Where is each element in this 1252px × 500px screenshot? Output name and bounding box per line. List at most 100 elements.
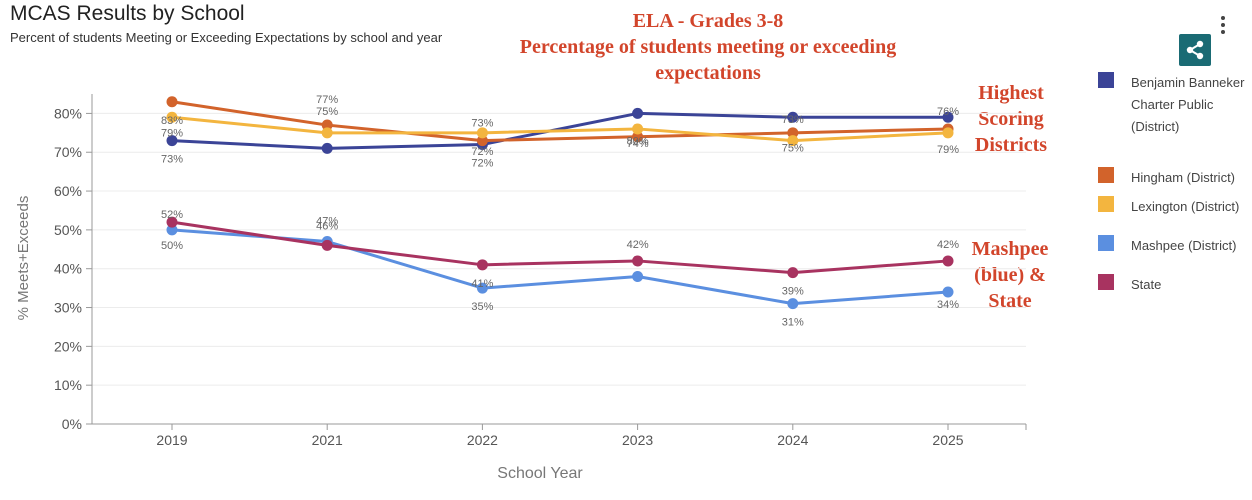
annotation-high-line: Highest (978, 82, 1044, 104)
annotation-high-line: Districts (974, 134, 1048, 156)
data-label: 31% (782, 317, 804, 329)
data-point[interactable] (166, 216, 178, 228)
data-point[interactable] (166, 135, 178, 147)
data-point[interactable] (321, 127, 333, 139)
legend-swatch (1098, 72, 1114, 88)
grid (92, 112, 1026, 425)
series-line (171, 100, 949, 143)
y-tick-label: 0% (62, 416, 82, 432)
y-tick-label: 40% (54, 261, 82, 277)
data-label: 72% (471, 157, 493, 169)
data-point[interactable] (321, 239, 333, 251)
data-point[interactable] (166, 224, 178, 236)
share-button[interactable] (1179, 34, 1211, 66)
chart-title: MCAS Results by School (10, 2, 245, 25)
legend-label: Lexington (District) (1131, 196, 1248, 218)
data-point[interactable] (787, 127, 799, 139)
annotation-low-line: (blue) & (974, 264, 1046, 286)
chart-subtitle: Percent of students Meeting or Exceeding… (10, 30, 443, 45)
data-label: 47% (316, 216, 338, 228)
x-tick-label: 2024 (777, 432, 808, 448)
data-label: 76% (937, 106, 959, 118)
legend-label-line: Benjamin Banneker (1131, 75, 1245, 90)
y-axis-title: % Meets+Exceeds (15, 196, 32, 321)
data-label: 73% (471, 118, 493, 130)
data-point[interactable] (942, 111, 954, 123)
data-label: 74% (627, 138, 649, 150)
data-label: 42% (937, 239, 959, 251)
legend-label-line: Lexington (District) (1131, 199, 1240, 214)
legend-label-line: State (1131, 277, 1162, 292)
data-point[interactable] (632, 123, 644, 135)
series-line (171, 111, 948, 150)
x-tick-label: 2022 (467, 432, 498, 448)
data-point[interactable] (476, 127, 488, 139)
series-line (171, 115, 949, 143)
y-tick-label: 20% (54, 338, 82, 354)
legend-label-line: Charter Public (1131, 97, 1214, 112)
annotation-low-line: State (988, 290, 1032, 312)
data-label: 79% (161, 127, 183, 139)
series (166, 96, 954, 310)
data-point[interactable] (321, 142, 333, 154)
legend-label: Benjamin Banneker Charter Public (District… (1131, 72, 1248, 138)
more-vertical-icon[interactable] (1214, 14, 1232, 38)
data-label: 75% (782, 143, 804, 155)
annotation-low-line: Mashpee (971, 238, 1049, 260)
y-tick-label: 80% (54, 105, 82, 121)
data-point[interactable] (476, 282, 488, 294)
data-label: 80% (627, 136, 649, 148)
data-label: 34% (937, 299, 959, 311)
data-point[interactable] (476, 259, 488, 271)
data-point[interactable] (787, 111, 799, 123)
legend-item[interactable]: Benjamin Banneker Charter Public (District… (1098, 72, 1248, 138)
data-label: 77% (316, 94, 338, 106)
data-point[interactable] (632, 107, 644, 119)
data-label: 35% (471, 301, 493, 313)
legend-swatch (1098, 235, 1114, 251)
data-label: 39% (782, 286, 804, 298)
annotation-ela-line: Percentage of students meeting or exceed… (519, 36, 897, 58)
data-labels: 73% 72% 83% 77% 73% 80% 73% 76% 79% 75% 72% 74% 75% 7… (161, 94, 959, 329)
series-line (171, 220, 949, 275)
x-axis-title: School Year (497, 465, 583, 482)
data-label: 75% (316, 106, 338, 118)
legend-label-line: (District) (1131, 119, 1180, 134)
data-point[interactable] (166, 111, 178, 123)
data-point[interactable] (632, 131, 644, 143)
data-label: 73% (161, 154, 183, 166)
data-label: 41% (471, 278, 493, 290)
data-point[interactable] (632, 270, 644, 282)
legend-item[interactable]: Lexington (District) (1098, 196, 1248, 218)
data-label: 50% (161, 240, 183, 252)
data-label: 79% (937, 144, 959, 156)
data-point[interactable] (476, 135, 488, 147)
data-point[interactable] (942, 255, 954, 267)
data-point[interactable] (787, 135, 799, 147)
legend-label-line: Hingham (District) (1131, 170, 1236, 185)
data-point[interactable] (787, 298, 799, 310)
annotation-ela: ELA - Grades 3-8 Percentage of students … (500, 8, 916, 86)
data-point[interactable] (321, 119, 333, 131)
data-point[interactable] (942, 127, 954, 139)
data-label: 46% (316, 220, 338, 232)
annotation-ela-line: expectations (655, 62, 761, 84)
series-line (171, 228, 949, 306)
y-tick-label: 10% (54, 377, 82, 393)
data-point[interactable] (787, 267, 799, 279)
legend-item[interactable]: Hingham (District) (1098, 167, 1248, 189)
legend-item[interactable]: State (1098, 274, 1248, 296)
data-label: 72% (471, 146, 493, 158)
annotation-ela-line: ELA - Grades 3-8 (632, 10, 784, 32)
data-point[interactable] (632, 255, 644, 267)
x-tick-label: 2019 (156, 432, 187, 448)
data-label: 42% (627, 239, 649, 251)
data-point[interactable] (166, 96, 178, 108)
legend-swatch (1098, 274, 1114, 290)
x-tick-label: 2025 (932, 432, 963, 448)
x-tick-label: 2021 (312, 432, 343, 448)
line-chart: 0% 10% 20% 30% 40% 50% 60% 70% 80% 2019 2021 2022 20… (15, 94, 1027, 482)
legend-item[interactable]: Mashpee (District) (1098, 235, 1248, 257)
y-tick-label: 60% (54, 183, 82, 199)
data-point[interactable] (942, 286, 954, 298)
